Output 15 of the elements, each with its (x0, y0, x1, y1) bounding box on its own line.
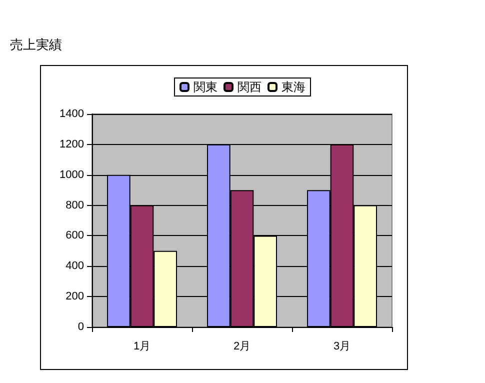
legend-label: 関西 (238, 80, 262, 94)
y-tick-label: 400 (66, 260, 84, 272)
y-tick-label: 1200 (60, 138, 84, 150)
x-tick-label: 1月 (133, 340, 151, 352)
chart-title: 売上実績 (10, 37, 62, 52)
y-tick-label: 800 (66, 199, 84, 212)
legend-label: 関東 (194, 80, 218, 94)
x-tick-label: 2月 (233, 340, 251, 352)
y-tick-label: 0 (78, 321, 84, 333)
y-tick-label: 600 (66, 230, 84, 242)
x-tick-label: 3月 (333, 340, 351, 352)
legend-label: 東海 (282, 80, 306, 94)
y-tick-label: 200 (66, 290, 84, 303)
y-tick-label: 1400 (60, 108, 84, 120)
y-tick-label: 1000 (60, 168, 84, 181)
